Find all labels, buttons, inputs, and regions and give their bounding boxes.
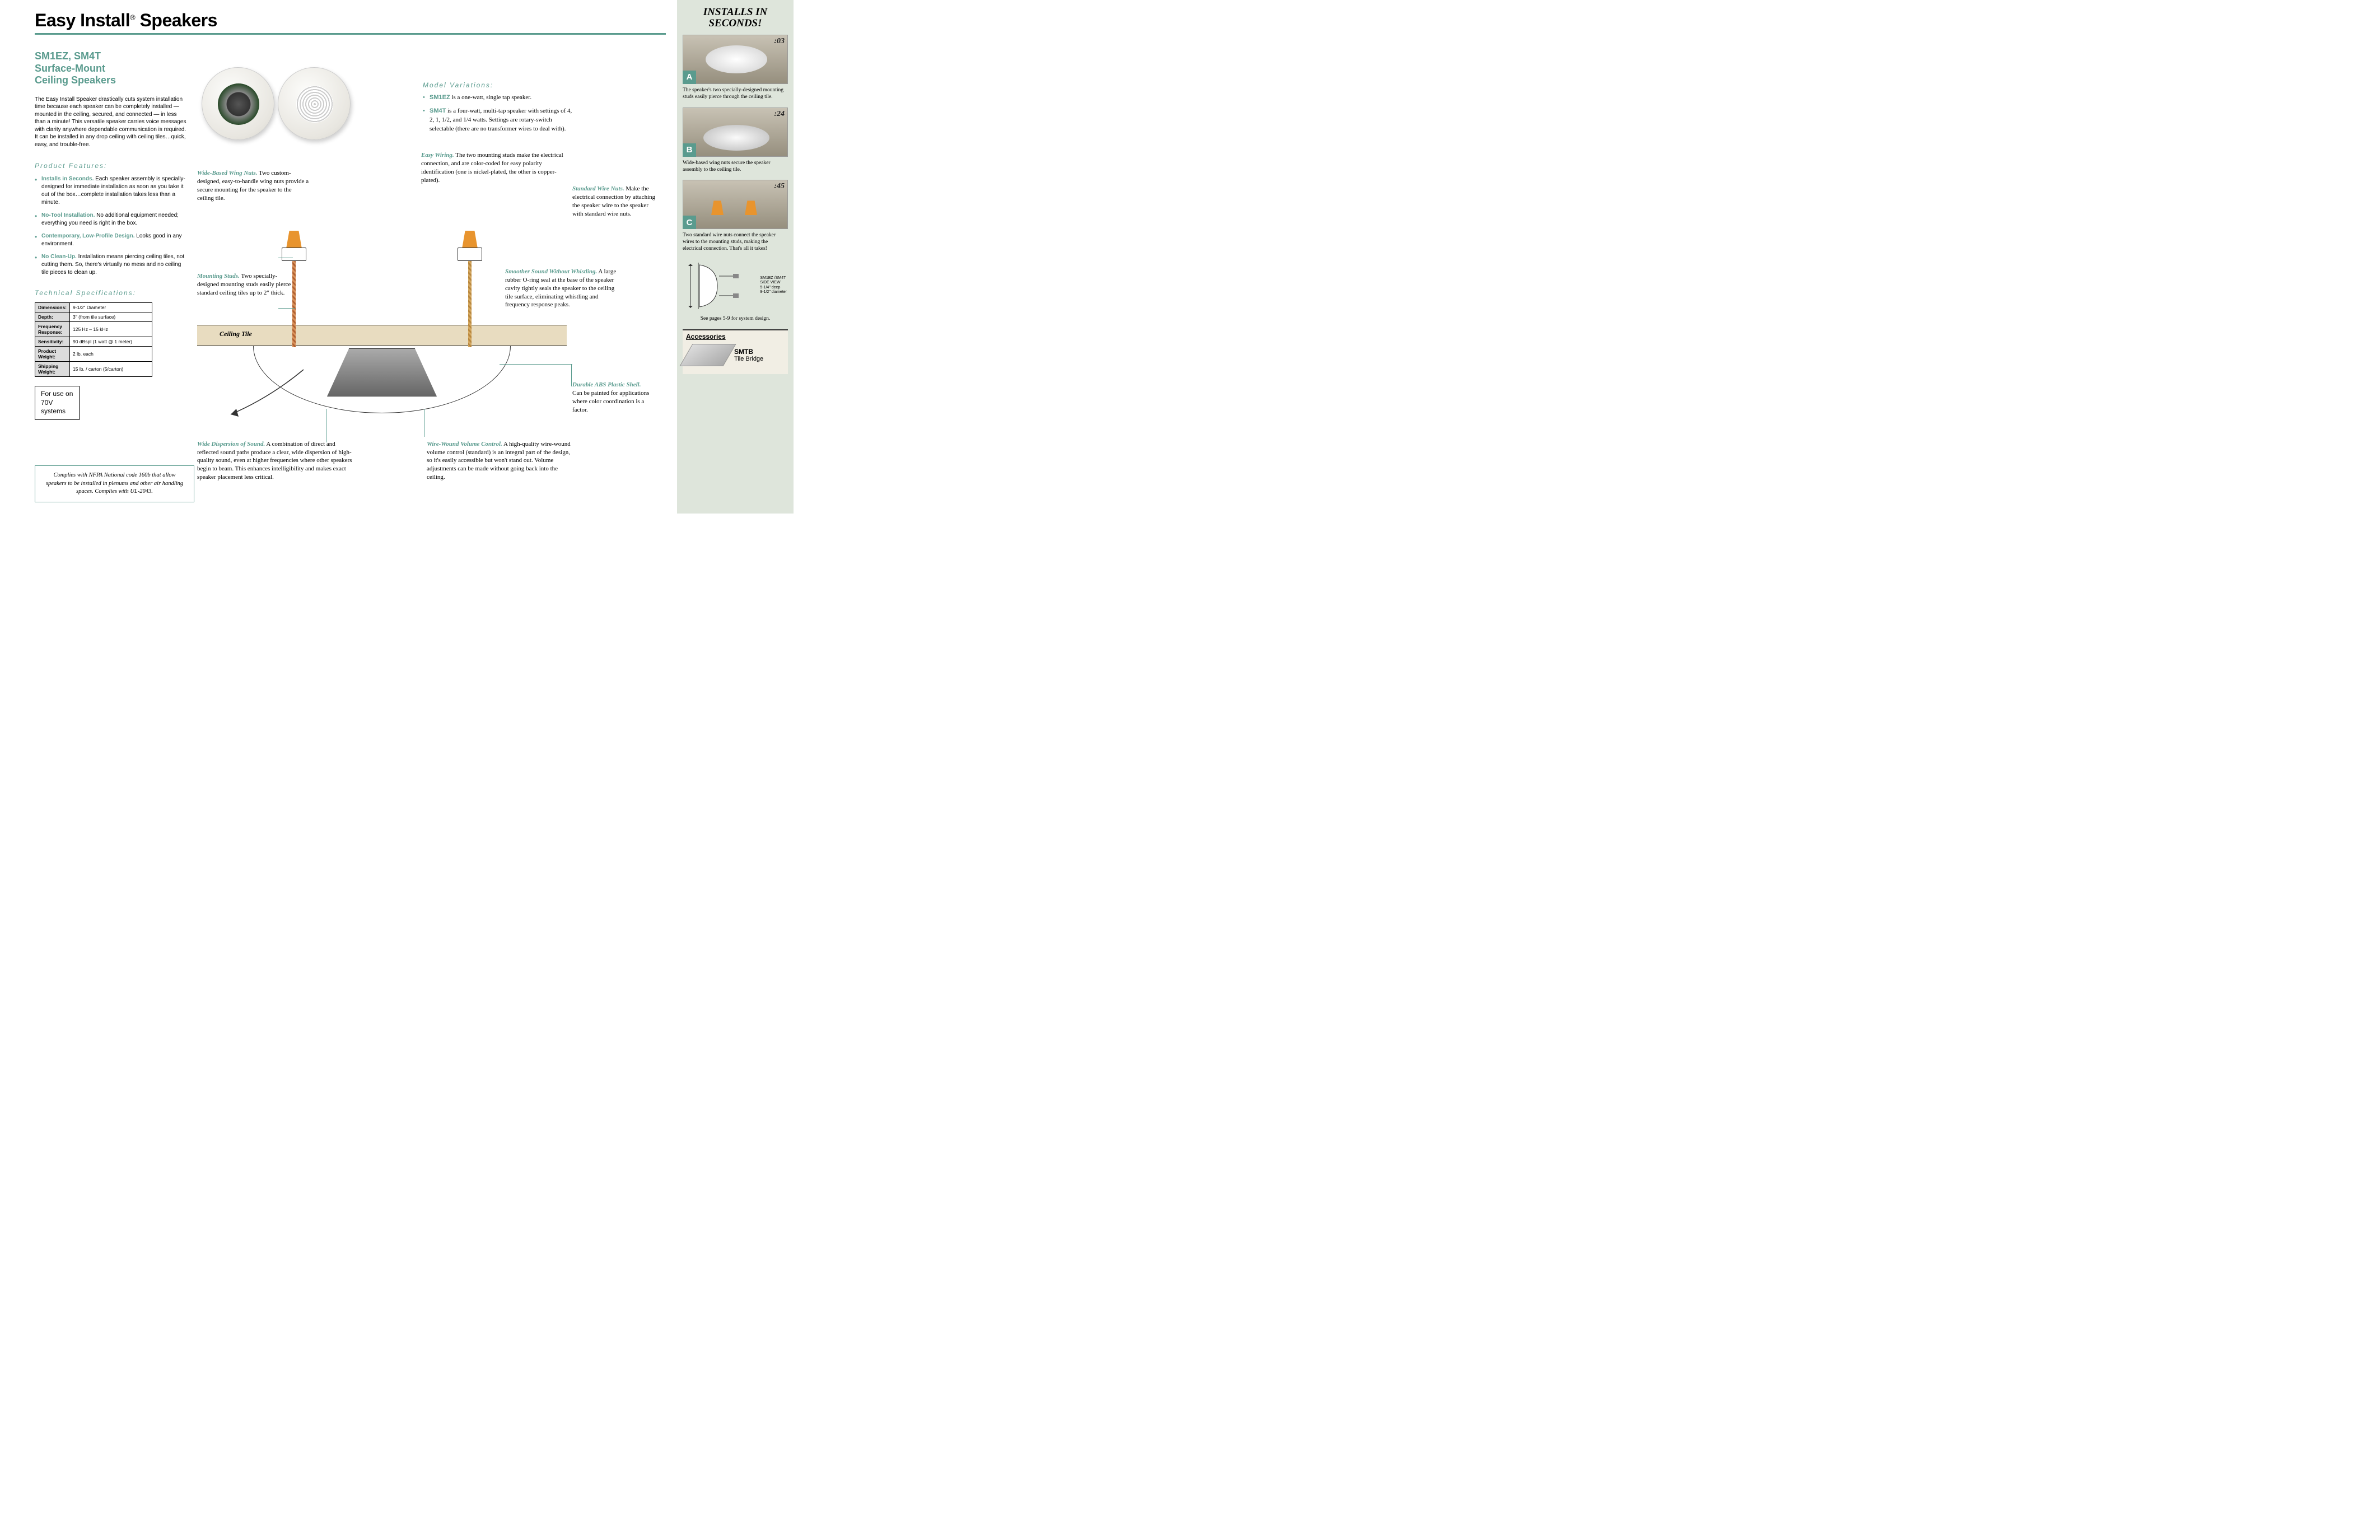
wing-nut-right [458, 248, 482, 261]
model-variation-item: SM1EZ is a one-watt, single tap speaker. [423, 94, 574, 102]
intro-paragraph: The Easy Install Speaker drastically cut… [35, 96, 189, 149]
callout-abs-shell: Durable ABS Plastic Shell. Can be painte… [572, 381, 651, 414]
spec-table: Dimensions:9-1/2" Diameter Depth:3" (fro… [35, 302, 152, 377]
callout-smoother-sound: Smoother Sound Without Whistling. A larg… [505, 268, 623, 309]
callout-wing-nuts: Wide-Based Wing Nuts. Two custom-designe… [197, 169, 309, 202]
accessories-heading: Accessories [686, 333, 785, 340]
specs-heading: Technical Specifications: [35, 289, 189, 297]
install-step-a-image: :03 A [683, 35, 788, 84]
callout-wide-dispersion: Wide Dispersion of Sound. A combination … [197, 440, 354, 482]
feature-item: Installs in Seconds. Each speaker assemb… [35, 175, 189, 207]
step-caption-a: The speaker's two specially-designed mou… [683, 87, 788, 101]
feature-item: No-Tool Installation. No additional equi… [35, 212, 189, 227]
compliance-note: Complies with NFPA National code 160b th… [35, 465, 194, 502]
callout-wire-wound-volume: Wire-Wound Volume Control. A high-qualit… [427, 440, 572, 482]
sidebar-title: INSTALLS IN SECONDS! [683, 7, 788, 29]
callout-standard-wire-nuts: Standard Wire Nuts. Make the electrical … [572, 185, 656, 218]
cross-section-diagram: Ceiling Tile Wide-Based Wing Nuts. Two c… [197, 202, 567, 459]
page-title: Easy Install® Speakers [35, 10, 666, 35]
model-variations-heading: Model Variations: [423, 81, 574, 89]
step-caption-c: Two standard wire nuts connect the speak… [683, 232, 788, 253]
speaker-back-image [202, 67, 274, 140]
see-pages-note: See pages 5-9 for system design. [683, 316, 788, 321]
feature-item: Contemporary, Low-Profile Design. Looks … [35, 232, 189, 248]
tile-bridge-image [679, 344, 736, 366]
ceiling-tile-graphic [197, 325, 567, 346]
title-b: Speakers [140, 10, 217, 30]
mounting-stud-right [468, 246, 472, 347]
step-badge-c: C [683, 216, 696, 229]
step-timestamp: :24 [774, 110, 785, 119]
wire-nut-left [286, 231, 302, 249]
title-a: Easy Install [35, 10, 130, 30]
feature-item: No Clean-Up. Installation means piercing… [35, 253, 189, 277]
feature-list: Installs in Seconds. Each speaker assemb… [35, 175, 189, 277]
step-caption-b: Wide-based wing nuts secure the speaker … [683, 160, 788, 174]
install-step-c-image: :45 C [683, 180, 788, 229]
callout-easy-wiring: Easy Wiring. The two mounting studs make… [421, 151, 567, 184]
side-view-diagram: SM1EZ /SM4T SIDE VIEW 5-1/4" deep 9-1/2"… [683, 259, 788, 312]
step-timestamp: :03 [774, 37, 785, 46]
registered-mark: ® [130, 13, 135, 21]
speaker-front-image [278, 67, 351, 140]
step-timestamp: :45 [774, 182, 785, 191]
wire-nut-right [462, 231, 478, 249]
features-heading: Product Features: [35, 162, 189, 170]
step-badge-a: A [683, 71, 696, 84]
wing-nut-left [282, 248, 306, 261]
install-step-b-image: :24 B [683, 108, 788, 157]
product-photo [202, 56, 353, 151]
use-on-70v-box: For use on 70V systems [35, 386, 80, 420]
side-view-label: SM1EZ /SM4T SIDE VIEW 5-1/4" deep 9-1/2"… [760, 276, 787, 295]
step-badge-b: B [683, 143, 696, 157]
dispersion-arrow-icon [220, 364, 309, 426]
ceiling-tile-label: Ceiling Tile [220, 330, 252, 338]
model-variation-item: SM4T is a four-watt, multi-tap speaker w… [423, 107, 574, 134]
accessory-name: SMTB Tile Bridge [734, 348, 763, 362]
callout-mounting-studs: Mounting Studs. Two specially-designed m… [197, 272, 298, 297]
product-subtitle: SM1EZ, SM4T Surface-Mount Ceiling Speake… [35, 50, 189, 87]
accessories-box: Accessories SMTB Tile Bridge [683, 329, 788, 374]
